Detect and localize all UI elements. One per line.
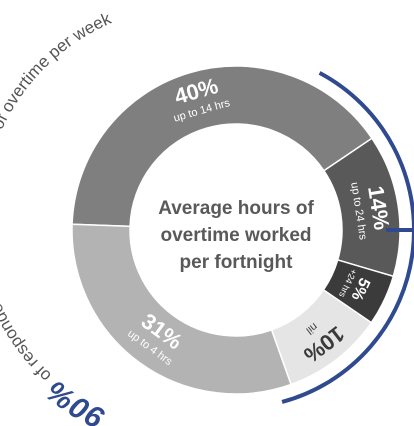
headline-percent: 90% — [41, 374, 110, 426]
segment-0 — [71, 65, 374, 228]
segment-4 — [71, 223, 292, 395]
highlight-arc-line — [281, 71, 414, 404]
center-label-line-1: Average hours of — [158, 198, 314, 219]
center-label: Average hours of overtime worked per for… — [158, 198, 314, 273]
donut-segments — [71, 65, 401, 395]
center-label-line-3: per fortnight — [180, 252, 294, 273]
highlight-arc — [281, 71, 414, 404]
center-label-line-2: overtime worked — [161, 225, 312, 246]
